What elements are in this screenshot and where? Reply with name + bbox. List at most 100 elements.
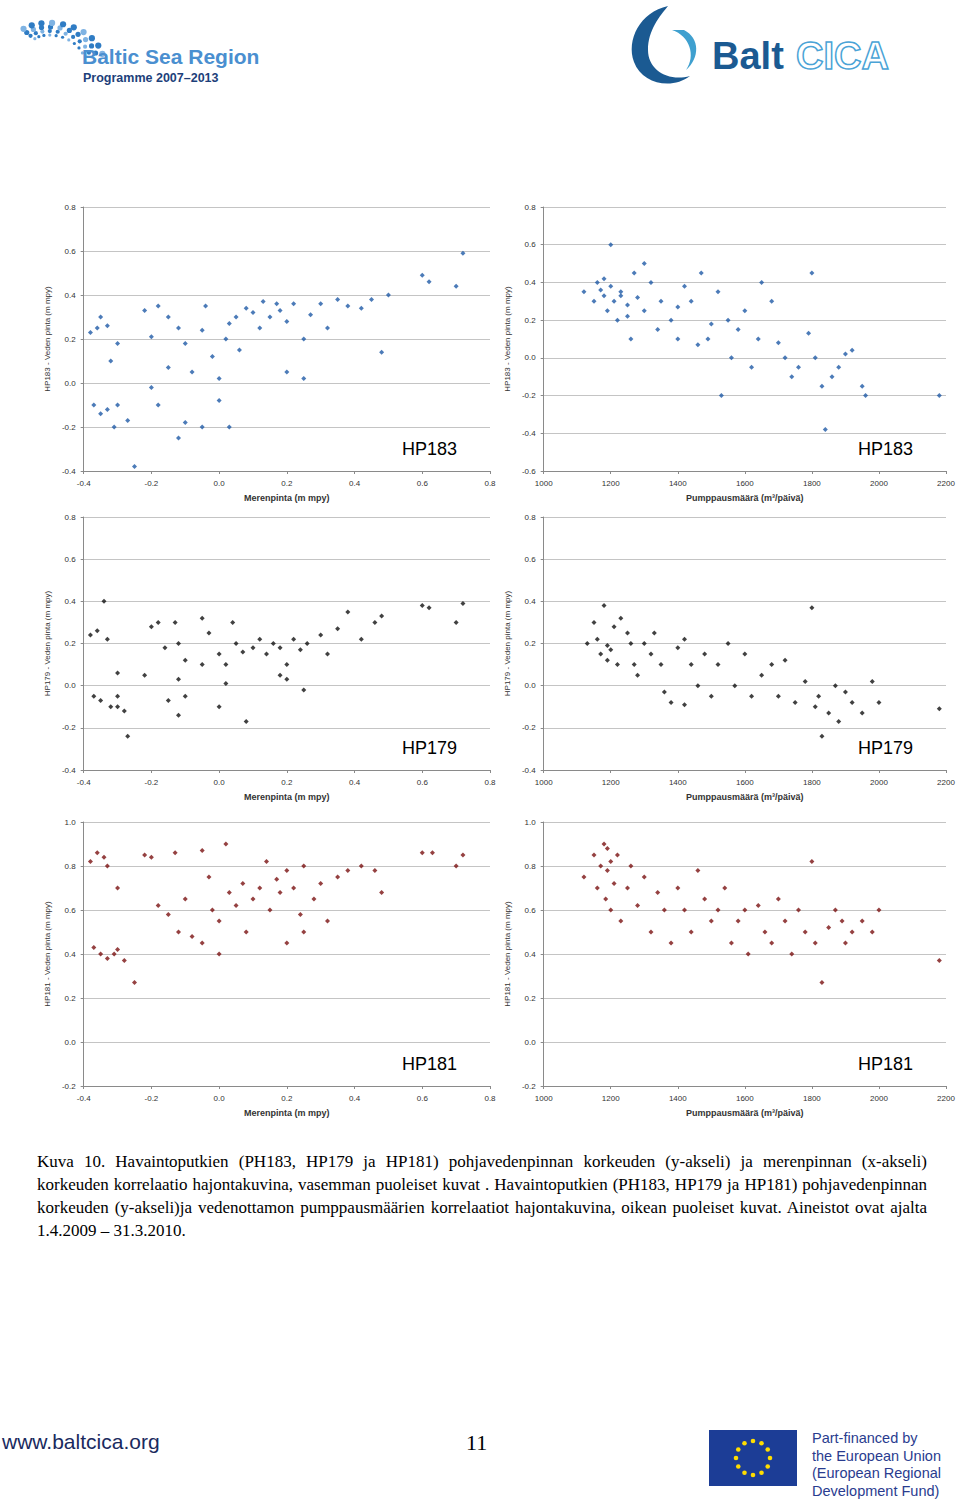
svg-text:0.0: 0.0 [214, 778, 226, 787]
svg-text:CICA: CICA [796, 35, 889, 77]
svg-text:0.6: 0.6 [65, 247, 77, 256]
svg-text:-0.2: -0.2 [62, 423, 76, 432]
svg-text:1000: 1000 [535, 1094, 553, 1103]
svg-text:HP183: HP183 [402, 439, 457, 459]
svg-text:HP181: HP181 [402, 1054, 457, 1074]
svg-text:HP183: HP183 [858, 439, 913, 459]
svg-text:HP179 - Veden pinta (m mpy): HP179 - Veden pinta (m mpy) [503, 590, 512, 696]
svg-text:HP179: HP179 [402, 738, 457, 758]
svg-text:1800: 1800 [803, 479, 821, 488]
svg-text:1600: 1600 [736, 1094, 754, 1103]
svg-text:1200: 1200 [602, 1094, 620, 1103]
svg-text:-0.2: -0.2 [145, 778, 159, 787]
svg-text:Merenpinta (m mpy): Merenpinta (m mpy) [244, 792, 330, 802]
svg-text:0.4: 0.4 [349, 778, 361, 787]
svg-text:Baltic Sea Region: Baltic Sea Region [82, 45, 259, 68]
svg-text:0.0: 0.0 [214, 1094, 226, 1103]
svg-text:0.6: 0.6 [65, 555, 77, 564]
svg-text:1400: 1400 [669, 1094, 687, 1103]
svg-text:0.6: 0.6 [417, 1094, 429, 1103]
svg-text:-0.2: -0.2 [145, 1094, 159, 1103]
svg-text:2200: 2200 [937, 479, 955, 488]
svg-text:0.4: 0.4 [65, 597, 77, 606]
svg-text:-0.2: -0.2 [522, 1082, 536, 1091]
svg-text:1800: 1800 [803, 1094, 821, 1103]
svg-text:0.6: 0.6 [525, 906, 537, 915]
svg-text:0.6: 0.6 [525, 555, 537, 564]
svg-text:2000: 2000 [870, 479, 888, 488]
svg-text:0.8: 0.8 [525, 513, 537, 522]
svg-text:0.8: 0.8 [484, 479, 496, 488]
svg-text:1200: 1200 [602, 778, 620, 787]
svg-text:0.2: 0.2 [281, 1094, 293, 1103]
svg-text:0.0: 0.0 [525, 681, 537, 690]
svg-text:0.8: 0.8 [525, 862, 537, 871]
svg-text:Pumppausmäärä (m³/päivä): Pumppausmäärä (m³/päivä) [686, 792, 804, 802]
svg-text:0.4: 0.4 [525, 950, 537, 959]
svg-text:-0.4: -0.4 [77, 1094, 91, 1103]
svg-text:1.0: 1.0 [525, 818, 537, 827]
svg-text:1400: 1400 [669, 778, 687, 787]
svg-text:2200: 2200 [937, 778, 955, 787]
svg-text:-0.4: -0.4 [62, 766, 76, 775]
svg-text:0.8: 0.8 [525, 203, 537, 212]
svg-text:Pumppausmäärä (m³/päivä): Pumppausmäärä (m³/päivä) [686, 493, 804, 503]
svg-text:-0.2: -0.2 [62, 723, 76, 732]
svg-text:1200: 1200 [602, 479, 620, 488]
svg-text:0.8: 0.8 [484, 778, 496, 787]
svg-text:0.6: 0.6 [417, 479, 429, 488]
svg-text:0.2: 0.2 [525, 316, 537, 325]
svg-text:-0.4: -0.4 [77, 479, 91, 488]
svg-text:0.6: 0.6 [417, 778, 429, 787]
svg-text:0.8: 0.8 [65, 203, 77, 212]
svg-text:0.2: 0.2 [65, 639, 77, 648]
svg-text:0.4: 0.4 [65, 291, 77, 300]
svg-text:HP179 - Veden pinta (m mpy): HP179 - Veden pinta (m mpy) [43, 590, 52, 696]
svg-text:HP181 - Veden pinta (m mpy): HP181 - Veden pinta (m mpy) [503, 901, 512, 1007]
svg-text:HP183 - Veden pinta (m mpy): HP183 - Veden pinta (m mpy) [43, 286, 52, 392]
svg-text:0.6: 0.6 [65, 906, 77, 915]
svg-text:0.2: 0.2 [281, 778, 293, 787]
svg-text:HP179: HP179 [858, 738, 913, 758]
svg-text:-0.4: -0.4 [522, 766, 536, 775]
svg-text:0.2: 0.2 [65, 994, 77, 1003]
svg-text:2200: 2200 [937, 1094, 955, 1103]
svg-text:0.4: 0.4 [525, 597, 537, 606]
svg-text:HP183 - Veden pinta (m mpy): HP183 - Veden pinta (m mpy) [503, 286, 512, 392]
svg-text:0.0: 0.0 [65, 681, 77, 690]
svg-text:Merenpinta (m mpy): Merenpinta (m mpy) [244, 1108, 330, 1118]
svg-text:1800: 1800 [803, 778, 821, 787]
svg-text:0.0: 0.0 [214, 479, 226, 488]
svg-text:0.2: 0.2 [525, 639, 537, 648]
svg-text:Pumppausmäärä (m³/päivä): Pumppausmäärä (m³/päivä) [686, 1108, 804, 1118]
svg-text:1600: 1600 [736, 778, 754, 787]
svg-text:0.0: 0.0 [525, 1038, 537, 1047]
svg-text:-0.2: -0.2 [62, 1082, 76, 1091]
svg-text:0.4: 0.4 [349, 479, 361, 488]
svg-text:0.4: 0.4 [349, 1094, 361, 1103]
svg-text:0.8: 0.8 [65, 862, 77, 871]
svg-text:0.2: 0.2 [65, 335, 77, 344]
svg-text:-0.2: -0.2 [145, 479, 159, 488]
svg-text:HP181 - Veden pinta (m mpy): HP181 - Veden pinta (m mpy) [43, 901, 52, 1007]
svg-text:-0.4: -0.4 [62, 467, 76, 476]
svg-text:1400: 1400 [669, 479, 687, 488]
svg-text:Balt: Balt [712, 35, 784, 77]
svg-text:1.0: 1.0 [65, 818, 77, 827]
svg-text:-0.4: -0.4 [77, 778, 91, 787]
svg-text:HP181: HP181 [858, 1054, 913, 1074]
svg-text:0.0: 0.0 [65, 1038, 77, 1047]
svg-text:0.0: 0.0 [65, 379, 77, 388]
svg-text:0.4: 0.4 [65, 950, 77, 959]
svg-text:-0.2: -0.2 [522, 723, 536, 732]
svg-text:Programme 2007–2013: Programme 2007–2013 [83, 71, 219, 85]
svg-text:Merenpinta (m mpy): Merenpinta (m mpy) [244, 493, 330, 503]
svg-text:-0.4: -0.4 [522, 429, 536, 438]
svg-text:1000: 1000 [535, 479, 553, 488]
svg-text:2000: 2000 [870, 1094, 888, 1103]
svg-text:0.4: 0.4 [525, 278, 537, 287]
svg-text:1600: 1600 [736, 479, 754, 488]
svg-text:0.8: 0.8 [65, 513, 77, 522]
svg-text:1000: 1000 [535, 778, 553, 787]
svg-text:2000: 2000 [870, 778, 888, 787]
